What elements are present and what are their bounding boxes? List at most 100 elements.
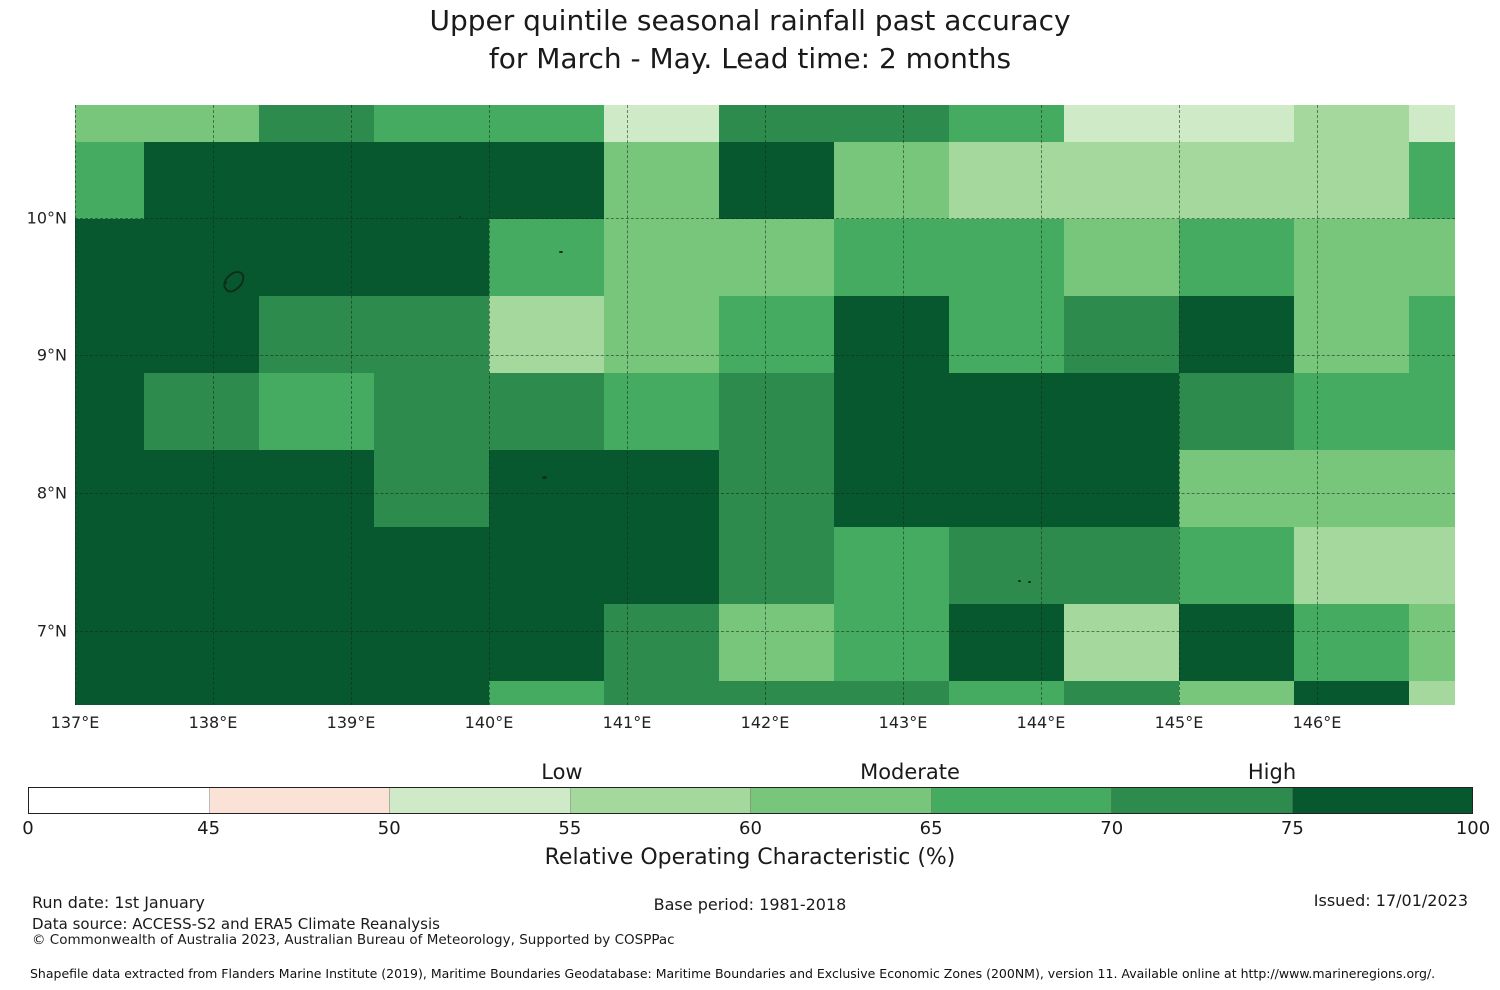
grid-cell <box>374 296 489 373</box>
grid-cell <box>949 527 1064 604</box>
grid-cell <box>834 527 949 604</box>
grid-cell <box>374 681 489 705</box>
colorbar-tick-label: 70 <box>1100 818 1124 839</box>
grid-cell <box>374 604 489 681</box>
grid-cell <box>1064 105 1179 142</box>
grid-cell <box>1064 527 1179 604</box>
grid-cell <box>1409 142 1455 219</box>
data-source-text: Data source: ACCESS-S2 and ERA5 Climate … <box>32 915 440 933</box>
grid-cell <box>1409 604 1455 681</box>
colorbar-tick-label: 55 <box>558 818 582 839</box>
colorbar-zone-label: Moderate <box>860 760 960 784</box>
island-coastline-marker <box>1028 581 1031 583</box>
grid-cell <box>489 105 604 142</box>
grid-cell <box>144 142 259 219</box>
grid-cell <box>949 219 1064 296</box>
grid-cell <box>144 219 259 296</box>
graticule-meridian <box>1041 105 1042 705</box>
grid-cell <box>1064 604 1179 681</box>
grid-cell <box>604 681 719 705</box>
lon-tick-label: 145°E <box>1154 713 1204 732</box>
grid-cell <box>604 105 719 142</box>
grid-cell <box>1409 450 1455 527</box>
grid-cell <box>949 105 1064 142</box>
grid-cell <box>604 219 719 296</box>
grid-cell <box>374 142 489 219</box>
grid-cell <box>489 450 604 527</box>
grid-cell <box>1179 604 1294 681</box>
island-coastline-marker <box>459 216 461 218</box>
graticule-parallel <box>75 355 1455 357</box>
grid-cell <box>259 681 374 705</box>
graticule-meridian <box>351 105 352 705</box>
grid-cell <box>259 527 374 604</box>
grid-cell <box>719 373 834 450</box>
grid-cell <box>1409 373 1455 450</box>
grid-cell <box>259 604 374 681</box>
grid-cell <box>144 604 259 681</box>
grid-cell <box>75 604 144 681</box>
grid-cell <box>834 142 949 219</box>
grid-cell <box>604 296 719 373</box>
grid-cell <box>1064 681 1179 705</box>
lon-tick-label: 141°E <box>602 713 652 732</box>
grid-cell <box>259 296 374 373</box>
grid-cell <box>719 296 834 373</box>
grid-cell <box>144 450 259 527</box>
grid-cell <box>75 373 144 450</box>
colorbar-zone-label: High <box>1247 760 1297 784</box>
island-coastline-marker <box>224 281 227 284</box>
graticule-meridian <box>489 105 490 705</box>
grid-cell <box>1294 450 1409 527</box>
shapefile-attribution-text: Shapefile data extracted from Flanders M… <box>30 966 1436 981</box>
grid-cell <box>144 527 259 604</box>
lon-tick-label: 139°E <box>326 713 376 732</box>
grid-cell <box>144 105 259 142</box>
copyright-text: © Commonwealth of Australia 2023, Austra… <box>32 932 675 948</box>
grid-cell <box>259 219 374 296</box>
grid-cell <box>719 681 834 705</box>
grid-cell <box>1064 219 1179 296</box>
grid-cell <box>489 296 604 373</box>
grid-cell <box>1064 142 1179 219</box>
colorbar-segment <box>209 788 390 813</box>
grid-cell <box>1179 681 1294 705</box>
colorbar-tick-label: 45 <box>197 818 221 839</box>
grid-cell <box>144 296 259 373</box>
grid-cell <box>1294 373 1409 450</box>
grid-cell <box>374 450 489 527</box>
colorbar-zone-label: Low <box>541 760 583 784</box>
grid-cell <box>374 105 489 142</box>
graticule-meridian <box>213 105 214 705</box>
grid-cell <box>1064 373 1179 450</box>
grid-cell <box>1294 105 1409 142</box>
grid-cell <box>489 373 604 450</box>
grid-cell <box>949 450 1064 527</box>
grid-cell <box>374 219 489 296</box>
chart-title: Upper quintile seasonal rainfall past ac… <box>0 2 1500 78</box>
grid-cell <box>489 681 604 705</box>
grid-cell <box>1294 296 1409 373</box>
grid-cell <box>259 373 374 450</box>
graticule-meridian <box>1179 105 1180 705</box>
grid-cell <box>489 527 604 604</box>
chart-title-line2: for March - May. Lead time: 2 months <box>488 42 1012 75</box>
colorbar-tick-label: 65 <box>919 818 943 839</box>
grid-cell <box>75 681 144 705</box>
grid-cell <box>1064 450 1179 527</box>
grid-cell <box>75 450 144 527</box>
colorbar-segment <box>29 788 210 813</box>
colorbar-segment <box>390 788 571 813</box>
grid-cell <box>834 450 949 527</box>
colorbar-segment <box>931 788 1112 813</box>
grid-cell <box>1179 373 1294 450</box>
graticule-meridian <box>75 105 76 705</box>
graticule-meridian <box>903 105 904 705</box>
grid-cell <box>144 681 259 705</box>
grid-cell <box>1179 450 1294 527</box>
grid-cell <box>489 142 604 219</box>
grid-cell <box>604 527 719 604</box>
island-coastline-marker <box>559 251 563 253</box>
grid-cell <box>1294 142 1409 219</box>
colorbar-tick-label: 100 <box>1455 818 1491 839</box>
